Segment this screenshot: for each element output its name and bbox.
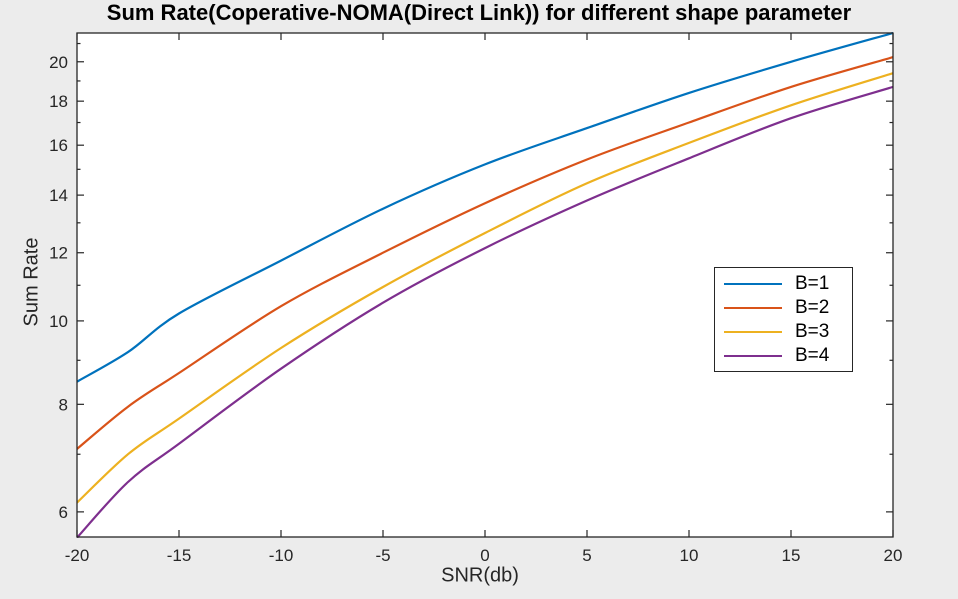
y-axis-label: Sum Rate bbox=[20, 237, 43, 327]
axes-box bbox=[76, 32, 894, 538]
x-tick-label: -5 bbox=[375, 546, 390, 565]
y-tick-label: 6 bbox=[59, 503, 68, 522]
x-tick-label: 5 bbox=[582, 546, 591, 565]
legend-label: B=1 bbox=[795, 273, 830, 294]
y-tick-label: 10 bbox=[49, 312, 68, 331]
legend-item: B=1 bbox=[715, 272, 852, 296]
legend-item: B=4 bbox=[715, 344, 852, 368]
y-tick-label: 8 bbox=[59, 395, 68, 414]
legend-line-sample-b3 bbox=[724, 331, 782, 333]
x-tick-label: 0 bbox=[480, 546, 489, 565]
legend-item: B=2 bbox=[715, 296, 852, 320]
legend-label: B=4 bbox=[795, 345, 830, 366]
series-line-B=4 bbox=[77, 85, 893, 538]
y-tick-label: 16 bbox=[49, 136, 68, 155]
x-tick-label: 15 bbox=[782, 546, 801, 565]
legend: B=1 B=2 B=3 B=4 bbox=[714, 267, 853, 372]
x-tick-label: -15 bbox=[167, 546, 192, 565]
legend-item: B=3 bbox=[715, 320, 852, 344]
x-axis-label: SNR(db) bbox=[441, 564, 519, 587]
legend-label: B=3 bbox=[795, 321, 830, 342]
series-line-B=2 bbox=[77, 56, 893, 450]
series-line-B=3 bbox=[77, 72, 893, 504]
legend-line-sample-b4 bbox=[724, 355, 782, 357]
x-tick-label: -20 bbox=[65, 546, 90, 565]
x-tick-label: 20 bbox=[884, 546, 903, 565]
series-line-B=1 bbox=[77, 32, 893, 383]
x-tick-label: -10 bbox=[269, 546, 294, 565]
x-tick-label: 10 bbox=[680, 546, 699, 565]
legend-label: B=2 bbox=[795, 297, 830, 318]
y-tick-label: 14 bbox=[49, 186, 68, 205]
y-tick-label: 12 bbox=[49, 244, 68, 263]
legend-line-sample-b1 bbox=[724, 283, 782, 285]
legend-line-sample-b2 bbox=[724, 307, 782, 309]
y-tick-label: 18 bbox=[49, 92, 68, 111]
y-tick-label: 20 bbox=[49, 53, 68, 72]
chart-title: Sum Rate(Coperative-NOMA(Direct Link)) f… bbox=[106, 0, 852, 25]
